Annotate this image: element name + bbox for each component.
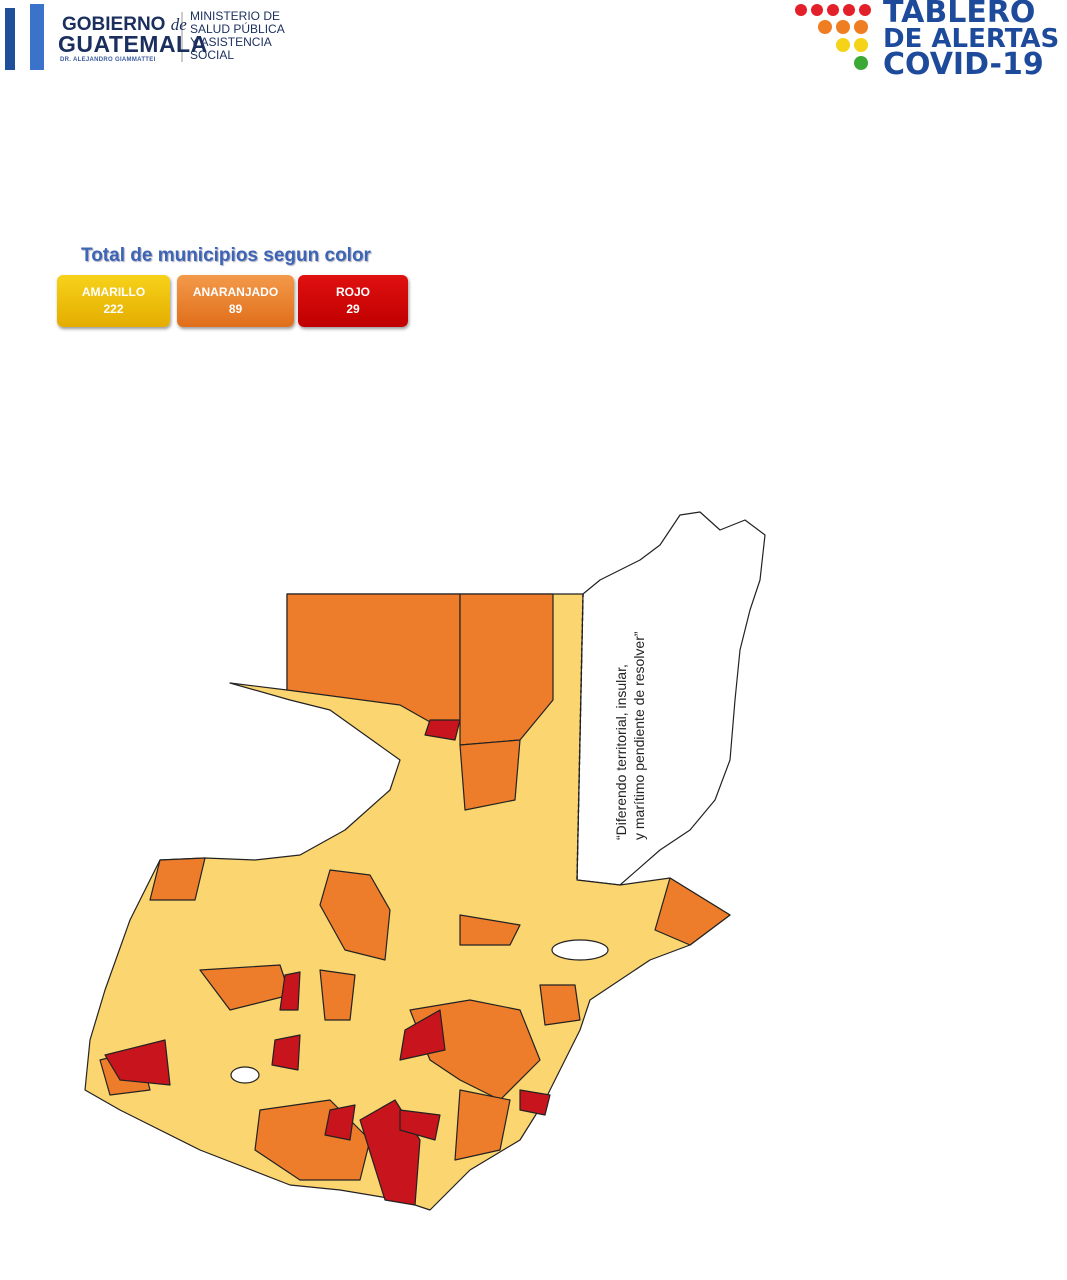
box-count: 222 xyxy=(103,302,124,316)
dashboard-line: TABLERO xyxy=(883,0,1036,30)
ministry-line: Y ASISTENCIA xyxy=(190,35,272,49)
annotation-line: “Diferendo territorial, insular, xyxy=(613,664,629,840)
ministry-line: SOCIAL xyxy=(190,48,235,62)
dashboard-title: TABLERO DE ALERTAS COVID-19 xyxy=(883,0,1060,82)
ministry: MINISTERIO DE SALUD PÚBLICA Y ASISTENCIA… xyxy=(190,10,285,62)
government-name: GOBIERNO de xyxy=(62,14,187,36)
box-count: 29 xyxy=(346,302,360,316)
summary-box: AMARILLO 222 xyxy=(57,275,170,327)
dashboard-dots xyxy=(795,4,871,70)
map: “Diferendo territorial, insular, y marít… xyxy=(84,511,766,1211)
dashboard-line: DE ALERTAS xyxy=(883,24,1060,54)
belize xyxy=(576,511,766,886)
box-count: 89 xyxy=(228,302,243,316)
annotation-line: y marítimo pendiente de resolver” xyxy=(631,631,647,840)
gov-line: GOBIERNO xyxy=(62,14,166,35)
summary-title: Total de municipios segun color xyxy=(81,245,371,266)
ministry-line: MINISTERIO DE xyxy=(190,9,281,23)
dashboard-line: COVID-19 xyxy=(883,47,1044,82)
gov-connector: de xyxy=(170,15,187,34)
logos xyxy=(5,4,871,70)
logo-bar xyxy=(5,8,15,70)
lake xyxy=(551,939,609,961)
summary-box: ROJO 29 xyxy=(298,275,408,327)
gov-line: GUATEMALA xyxy=(58,31,208,57)
lake xyxy=(230,1066,260,1084)
box-label: ANARANJADO xyxy=(192,285,279,299)
orange-regions xyxy=(99,593,731,1181)
summary-box: ANARANJADO 89 xyxy=(177,275,294,327)
ministry-line: SALUD PÚBLICA xyxy=(190,22,285,36)
president: DR. ALEJANDRO GIAMMATTEI xyxy=(60,57,156,63)
map-annotation: “Diferendo territorial, insular, y marít… xyxy=(613,631,647,840)
red-regions xyxy=(104,719,551,1206)
logo-bar xyxy=(30,4,44,70)
box-label: AMARILLO xyxy=(81,285,146,299)
box-label: ROJO xyxy=(335,285,370,299)
